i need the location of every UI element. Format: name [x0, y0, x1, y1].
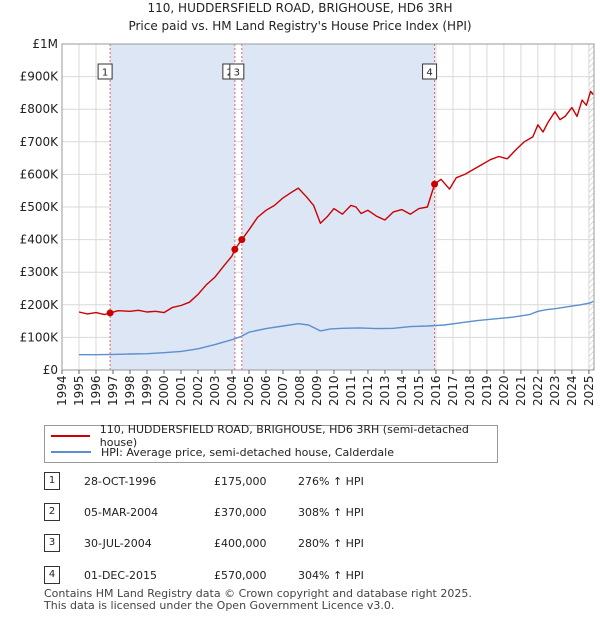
x-tick-label: 2008: [293, 375, 307, 406]
x-tick-label: 2002: [191, 375, 205, 406]
sale-price: £175,000: [214, 475, 267, 488]
price-chart: 110, HUDDERSFIELD ROAD, BRIGHOUSE, HD6 3…: [20, 1, 596, 406]
chart-legend: 110, HUDDERSFIELD ROAD, BRIGHOUSE, HD6 3…: [44, 423, 498, 463]
legend-label-hpi: HPI: Average price, semi-detached house,…: [101, 445, 394, 459]
sale-date: 05-MAR-2004: [84, 506, 159, 519]
x-tick-label: 1994: [55, 375, 69, 406]
ownership-span: [110, 44, 235, 370]
x-tick-label: 2010: [327, 375, 341, 406]
x-tick-label: 2013: [378, 375, 392, 406]
y-tick-label: £700K: [20, 135, 60, 149]
y-tick-label: £800K: [20, 102, 60, 116]
sale-label-box: [97, 63, 113, 80]
x-tick-label: 2004: [225, 375, 239, 406]
series-line-hpi: [79, 300, 594, 356]
x-tick-label: 2020: [497, 375, 511, 406]
x-tick-label: 2023: [548, 375, 562, 406]
y-tick-label: £600K: [20, 167, 60, 181]
sale-number-badge: 1: [44, 472, 60, 490]
x-tick-label: 2005: [242, 375, 256, 406]
sale-date: 01-DEC-2015: [84, 569, 158, 582]
sale-price: £400,000: [214, 537, 267, 550]
sale-hpi-change: 304% ↑ HPI: [298, 569, 364, 582]
y-tick-label: £1M: [32, 37, 58, 51]
y-tick-label: £200K: [20, 298, 60, 312]
x-tick-label: 2012: [361, 375, 375, 406]
table-row: 3 30-JUL-2004 £400,000 280% ↑ HPI: [44, 534, 474, 554]
chart-subtitle: Price paid vs. HM Land Registry's House …: [128, 19, 471, 33]
x-tick-label: 1998: [123, 375, 137, 406]
chart-title: 110, HUDDERSFIELD ROAD, BRIGHOUSE, HD6 3…: [148, 1, 453, 15]
footer-licence: This data is licensed under the Open Gov…: [44, 599, 395, 612]
x-tick-label: 2007: [276, 375, 290, 406]
sale-date: 28-OCT-1996: [84, 475, 157, 488]
x-tick-label: 1996: [89, 375, 103, 406]
sale-label-number: 4: [426, 68, 432, 79]
sale-hpi-change: 280% ↑ HPI: [298, 537, 364, 550]
x-tick-label: 2022: [531, 375, 545, 406]
y-tick-label: £900K: [20, 70, 60, 84]
x-tick-label: 2006: [259, 375, 273, 406]
x-tick-label: 2000: [157, 375, 171, 406]
x-tick-label: 2017: [446, 375, 460, 406]
sale-label-number: 1: [102, 68, 108, 79]
x-tick-label: 2009: [310, 375, 324, 406]
sale-number-badge: 4: [44, 566, 60, 584]
x-tick-label: 2021: [514, 375, 528, 406]
sale-price: £370,000: [214, 506, 267, 519]
ownership-span: [241, 44, 435, 370]
y-tick-label: £400K: [20, 233, 60, 247]
legend-swatch-blue: [51, 451, 91, 453]
sale-hpi-change: 276% ↑ HPI: [298, 475, 364, 488]
legend-item-property: 110, HUDDERSFIELD ROAD, BRIGHOUSE, HD6 3…: [51, 423, 497, 449]
x-tick-label: 2014: [395, 375, 409, 406]
sale-price: £570,000: [214, 569, 267, 582]
x-tick-label: 2011: [344, 375, 358, 406]
legend-label-property: 110, HUDDERSFIELD ROAD, BRIGHOUSE, HD6 3…: [99, 423, 469, 449]
y-tick-label: £100K: [20, 330, 60, 344]
sale-point: [431, 180, 439, 188]
sale-label-box: [422, 63, 438, 80]
y-tick-label: £500K: [20, 200, 60, 214]
sale-point: [106, 309, 114, 317]
table-row: 4 01-DEC-2015 £570,000 304% ↑ HPI: [44, 566, 474, 586]
table-row: 1 28-OCT-1996 £175,000 276% ↑ HPI: [44, 472, 474, 492]
x-tick-label: 2018: [463, 375, 477, 406]
footer-notice: Contains HM Land Registry data © Crown c…: [44, 588, 472, 612]
sale-point: [231, 245, 239, 253]
sale-point: [238, 236, 246, 244]
sale-label-box: [229, 63, 245, 80]
x-tick-label: 1997: [106, 375, 120, 406]
x-tick-label: 2015: [412, 375, 426, 406]
x-tick-label: 1995: [72, 375, 86, 406]
y-tick-label: £0: [43, 363, 58, 377]
x-tick-label: 1999: [140, 375, 154, 406]
sale-number-badge: 3: [44, 534, 60, 552]
plot-border: [61, 43, 595, 371]
sale-label-number: 3: [234, 68, 240, 79]
legend-item-hpi: HPI: Average price, semi-detached house,…: [51, 444, 394, 460]
sale-number-badge: 2: [44, 503, 60, 521]
x-tick-label: 2025: [582, 375, 596, 406]
footer-copyright: Contains HM Land Registry data © Crown c…: [44, 587, 472, 600]
y-tick-label: £300K: [20, 265, 60, 279]
forecast-hatch: [588, 44, 594, 370]
sale-date: 30-JUL-2004: [84, 537, 152, 550]
x-tick-label: 2019: [480, 375, 494, 406]
legend-swatch-red: [51, 435, 90, 437]
series-line-property: [78, 90, 594, 316]
x-tick-label: 2001: [174, 375, 188, 406]
x-tick-label: 2024: [565, 375, 579, 406]
table-row: 2 05-MAR-2004 £370,000 308% ↑ HPI: [44, 503, 474, 523]
x-tick-label: 2016: [429, 375, 443, 406]
sale-hpi-change: 308% ↑ HPI: [298, 506, 364, 519]
x-tick-label: 2003: [208, 375, 222, 406]
